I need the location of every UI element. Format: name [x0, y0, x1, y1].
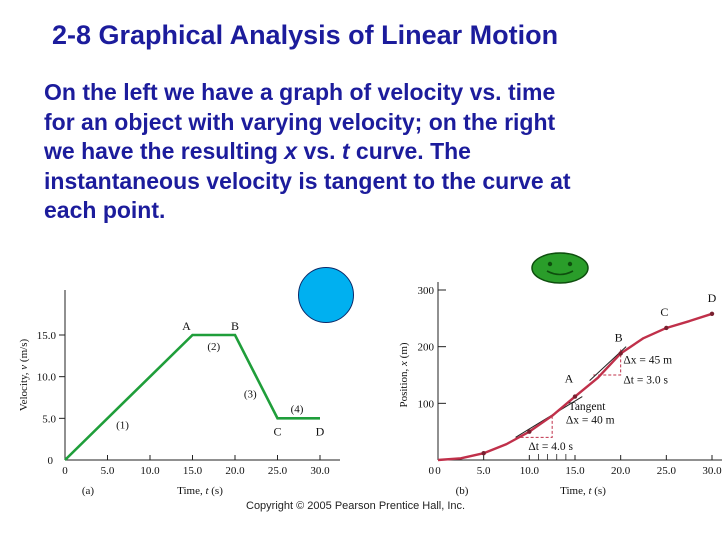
velocity-y-tick-label: 0 [48, 455, 54, 467]
velocity-x-tick-label: 20.0 [225, 465, 245, 477]
position-marker [618, 351, 623, 356]
position-point-label-C: C [660, 305, 668, 319]
position-marker [664, 325, 669, 331]
position-y-tick-label: 300 [418, 285, 435, 297]
velocity-x-tick-label: 15.0 [183, 465, 203, 477]
paragraph-var-t: t [341, 138, 350, 164]
position-x-tick-label: 20.0 [611, 465, 631, 477]
position-x-axis-label: Time, t (s) [560, 485, 606, 497]
position-y-tick-label: 200 [418, 342, 435, 354]
position-y-tick-label: 100 [418, 398, 435, 410]
position-x-tick-label: 25.0 [657, 465, 677, 477]
velocity-y-tick-label: 10.0 [37, 372, 57, 384]
blue-circle-icon [298, 267, 354, 323]
velocity-point-label-D: D [316, 424, 325, 438]
position-marker [709, 311, 715, 316]
position-x-tick-label: 15.0 [565, 465, 585, 477]
velocity-y-tick-label: 15.0 [37, 330, 57, 342]
smiley-face-icon [531, 252, 589, 284]
velocity-x-tick-label: 10.0 [140, 465, 160, 477]
triangle-b [593, 349, 622, 376]
position-point-label-A: A [565, 372, 574, 386]
position-x-axis-label-text: Time, [560, 485, 588, 497]
velocity-y-tick-label: 5.0 [42, 413, 56, 425]
triangle-a [515, 414, 553, 438]
velocity-x-tick-label: 0 [62, 465, 68, 477]
velocity-point-label-A: A [182, 319, 191, 333]
velocity-series-line [64, 333, 320, 461]
velocity-segment-label: (3) [244, 388, 257, 400]
panel-label-b: (b) [456, 485, 469, 497]
position-y-axis-label: Position, x (m) [398, 342, 410, 407]
position-marker [572, 394, 578, 399]
velocity-y-axis-label-var: v [18, 365, 30, 370]
velocity-y-axis-label-text: Velocity, [18, 370, 30, 411]
delta-t-a-label: Δt = 4.0 s [528, 441, 573, 453]
velocity-x-tick-label: 30.0 [310, 465, 330, 477]
velocity-x-axis-label-var: t [205, 485, 209, 497]
position-y-axis-label-var: x [398, 361, 410, 367]
paragraph-line-3-c: curve. The [349, 138, 471, 164]
paragraph-line-3-a: we have the resulting [44, 138, 285, 164]
position-x-tick-label: 10.0 [520, 465, 540, 477]
position-point-label-D: D [708, 291, 717, 305]
copyright-text: Copyright © 2005 Pearson Prentice Hall, … [246, 500, 466, 512]
velocity-segment-label: (1) [116, 420, 129, 432]
delta-x-a-label: Δx = 40 m [566, 415, 615, 427]
paragraph-var-x: x [284, 138, 298, 164]
paragraph-line-2: for an object with varying velocity; on … [44, 108, 556, 135]
velocity-x-axis-label: Time, t (s) [177, 485, 223, 497]
position-marker [527, 429, 532, 434]
velocity-x-axis-label-text: Time, [177, 485, 205, 497]
description-paragraph: On the left we have a graph of velocity … [44, 78, 704, 226]
panel-label-a: (a) [82, 485, 95, 497]
paragraph-line-5: each point. [44, 197, 166, 223]
position-x-tick-label: 30.0 [702, 465, 722, 477]
delta-t-b-label: Δt = 3.0 s [623, 375, 668, 387]
position-series-curve [437, 312, 713, 462]
position-x-tick-label: 5.0 [477, 465, 491, 477]
position-y-axis-label-unit: (m) [398, 342, 410, 361]
position-x-tick-label: 0 [435, 465, 441, 477]
velocity-y-axis-label: Velocity, v (m/s) [18, 339, 30, 412]
slide-title: 2-8 Graphical Analysis of Linear Motion [52, 20, 559, 50]
velocity-point-label-C: C [273, 424, 281, 438]
paragraph-line-3: we have the resulting x vs. t curve. The [44, 137, 704, 167]
position-x-axis-label-unit: (s) [592, 485, 607, 497]
velocity-segment-label: (2) [207, 341, 220, 353]
velocity-x-axis-label-unit: (s) [209, 485, 224, 497]
paragraph-line-1: On the left we have a graph of velocity … [44, 79, 556, 105]
velocity-segment-label: (4) [291, 403, 304, 415]
position-marker [481, 451, 486, 456]
velocity-point-label-B: B [231, 319, 239, 333]
paragraph-line-4: instantaneous velocity is tangent to the… [44, 167, 571, 194]
velocity-x-tick-label: 5.0 [101, 465, 115, 477]
tangent-label: Tangent [569, 401, 607, 413]
velocity-y-axis-label-unit: (m/s) [18, 339, 30, 365]
position-origin-label: 0 [429, 465, 435, 477]
position-y-axis-label-text: Position, [398, 366, 410, 408]
velocity-x-tick-label: 25.0 [268, 465, 288, 477]
paragraph-line-3-b: vs. [297, 138, 342, 164]
position-x-axis-label-var: t [588, 485, 592, 497]
position-point-label-B: B [615, 330, 623, 344]
delta-x-b-label: Δx = 45 m [623, 355, 672, 367]
